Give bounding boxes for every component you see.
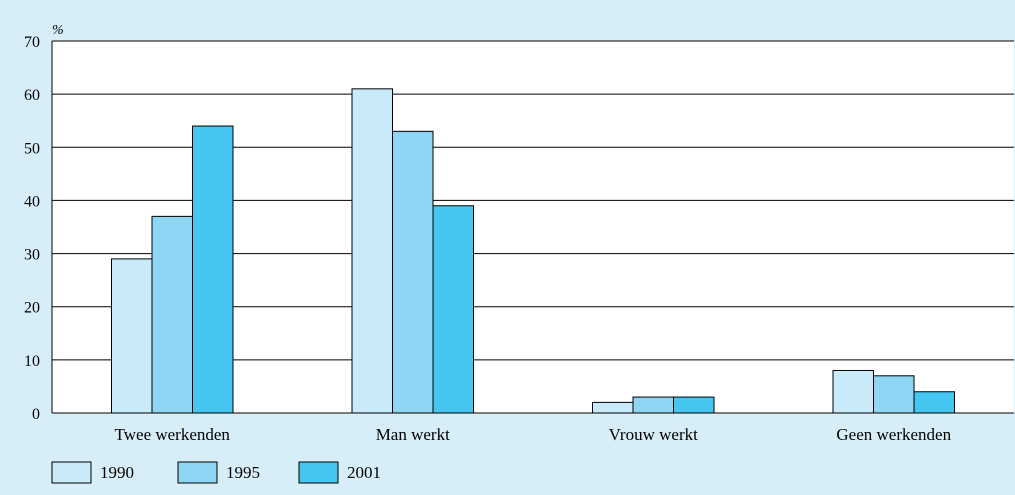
y-tick-label: 30 <box>24 247 40 264</box>
y-tick-label: 40 <box>24 193 40 210</box>
x-tick-labels: Twee werkenden Man werkt Vrouw werkt Geen w… <box>115 425 952 444</box>
bar <box>832 369 874 414</box>
bar <box>151 215 193 414</box>
category-label: Vrouw werkt <box>609 425 698 444</box>
category-label: Man werkt <box>376 425 450 444</box>
y-tick-label: 50 <box>24 140 40 157</box>
legend-swatch <box>177 461 218 484</box>
legend-label: 1990 <box>100 463 134 482</box>
bar <box>392 130 434 414</box>
y-tick-label: 10 <box>24 353 40 370</box>
bar <box>592 401 634 414</box>
y-tick-label: 60 <box>24 87 40 104</box>
y-tick-label: 20 <box>24 300 40 317</box>
bar <box>873 375 915 414</box>
y-tick-label: 0 <box>32 406 40 423</box>
legend-swatch <box>51 461 92 484</box>
bar <box>673 396 715 414</box>
y-tick-labels: 0 10 20 30 40 50 60 70 <box>24 34 40 423</box>
bar <box>432 205 474 414</box>
bar <box>913 391 955 414</box>
legend-swatch <box>298 461 339 484</box>
legend: 1990 1995 2001 <box>51 461 381 484</box>
bar <box>111 258 153 414</box>
legend-label: 1995 <box>226 463 260 482</box>
bar <box>192 125 234 414</box>
y-unit-label: % <box>52 23 64 38</box>
bar <box>632 396 674 414</box>
y-tick-label: 70 <box>24 34 40 51</box>
category-label: Twee werkenden <box>115 425 231 444</box>
category-label: Geen werkenden <box>836 425 951 444</box>
bar <box>351 88 393 414</box>
legend-label: 2001 <box>347 463 381 482</box>
